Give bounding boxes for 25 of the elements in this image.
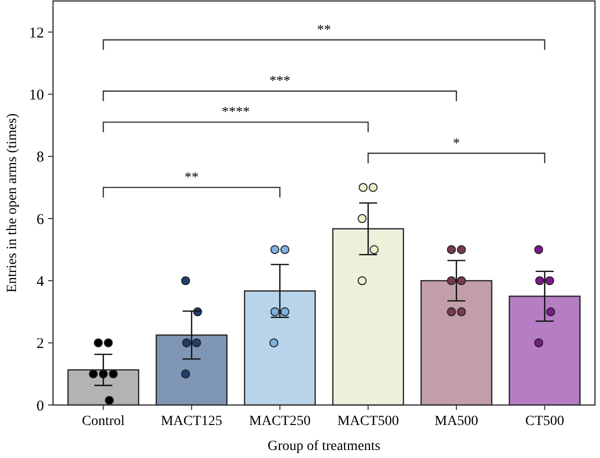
y-tick-label: 12 (29, 25, 44, 42)
annotation: ** (317, 22, 331, 38)
bar (508, 296, 581, 406)
x-tick-label: MACT250 (249, 414, 311, 429)
annotation: ** (184, 170, 199, 186)
y-tick-label: 0 (36, 398, 44, 414)
y-tick-label: 6 (36, 212, 44, 228)
annotation: *** (269, 74, 290, 90)
x-tick-label: Control (82, 414, 125, 429)
y-tick-label: 8 (36, 150, 44, 166)
x-tick-label: MA500 (434, 414, 478, 429)
y-tick-label: 2 (36, 336, 44, 352)
bar (156, 334, 228, 406)
x-tick-label: MACT125 (160, 414, 222, 429)
annotation: * (452, 136, 460, 152)
x-axis-title: Group of treatments (268, 439, 380, 454)
y-axis-title: Entries in the open arms (times) (5, 113, 20, 293)
bar (244, 290, 316, 406)
y-tick-label: 10 (29, 87, 44, 104)
annotation: **** (222, 105, 250, 120)
x-tick-label: CT500 (525, 414, 564, 429)
bar (420, 280, 492, 406)
x-tick-label: MACT500 (337, 414, 399, 429)
y-tick-label: 4 (36, 274, 44, 290)
bar (332, 228, 404, 406)
